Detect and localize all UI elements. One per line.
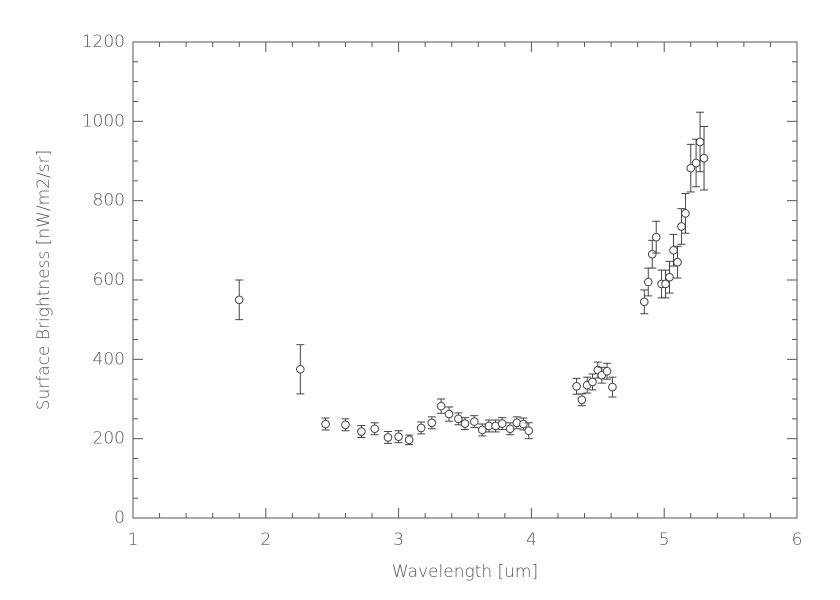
data-point — [524, 426, 534, 436]
y-axis-label: Surface Brightness [nW/m2/sr] — [34, 150, 54, 411]
data-point — [686, 163, 696, 173]
y-tick-label: 600 — [93, 270, 125, 290]
data-point — [469, 417, 479, 426]
data-point — [669, 245, 678, 255]
data-point — [577, 395, 587, 405]
y-tick-label: 800 — [93, 191, 125, 211]
data-point — [673, 257, 682, 267]
data-point — [699, 153, 709, 163]
data-point — [296, 364, 305, 374]
data-point — [677, 222, 686, 231]
data-point — [444, 409, 454, 419]
x-axis-label: Wavelength [um] — [392, 562, 538, 582]
x-tick-label: 4 — [526, 530, 537, 550]
data-point — [436, 401, 446, 411]
data-point — [608, 382, 617, 392]
data-point — [404, 435, 414, 445]
data-point — [357, 427, 366, 436]
data-point — [691, 158, 701, 168]
y-tick-label: 1000 — [82, 111, 125, 131]
data-point — [651, 232, 661, 242]
data-point — [588, 377, 597, 387]
x-tick-label: 5 — [659, 530, 670, 550]
plot-frame — [132, 41, 798, 519]
data-point — [394, 432, 403, 441]
x-tick-label: 6 — [792, 530, 803, 550]
data-point — [695, 137, 705, 147]
data-point — [497, 419, 507, 428]
data-point — [341, 420, 350, 430]
data-point — [602, 366, 612, 376]
data-point — [519, 419, 528, 429]
data-point — [460, 419, 470, 428]
data-point — [234, 295, 244, 305]
y-tick-label: 1200 — [82, 32, 125, 52]
data-point — [370, 424, 379, 434]
data-point — [416, 423, 426, 433]
data-point — [383, 433, 393, 442]
x-tick-label: 1 — [128, 530, 139, 550]
data-point — [427, 418, 437, 428]
y-tick-label: 200 — [93, 429, 125, 449]
data-point — [643, 277, 653, 287]
data-point — [477, 425, 487, 435]
y-tick-label: 0 — [114, 508, 125, 528]
data-point — [681, 209, 690, 218]
data-point — [321, 419, 330, 429]
x-tick-label: 2 — [260, 530, 271, 550]
data-point — [639, 297, 649, 307]
y-tick-label: 400 — [93, 349, 125, 369]
data-point — [454, 414, 463, 424]
data-point — [647, 249, 657, 259]
data-point — [572, 382, 581, 391]
data-point — [665, 272, 674, 282]
x-tick-label: 3 — [393, 530, 404, 550]
